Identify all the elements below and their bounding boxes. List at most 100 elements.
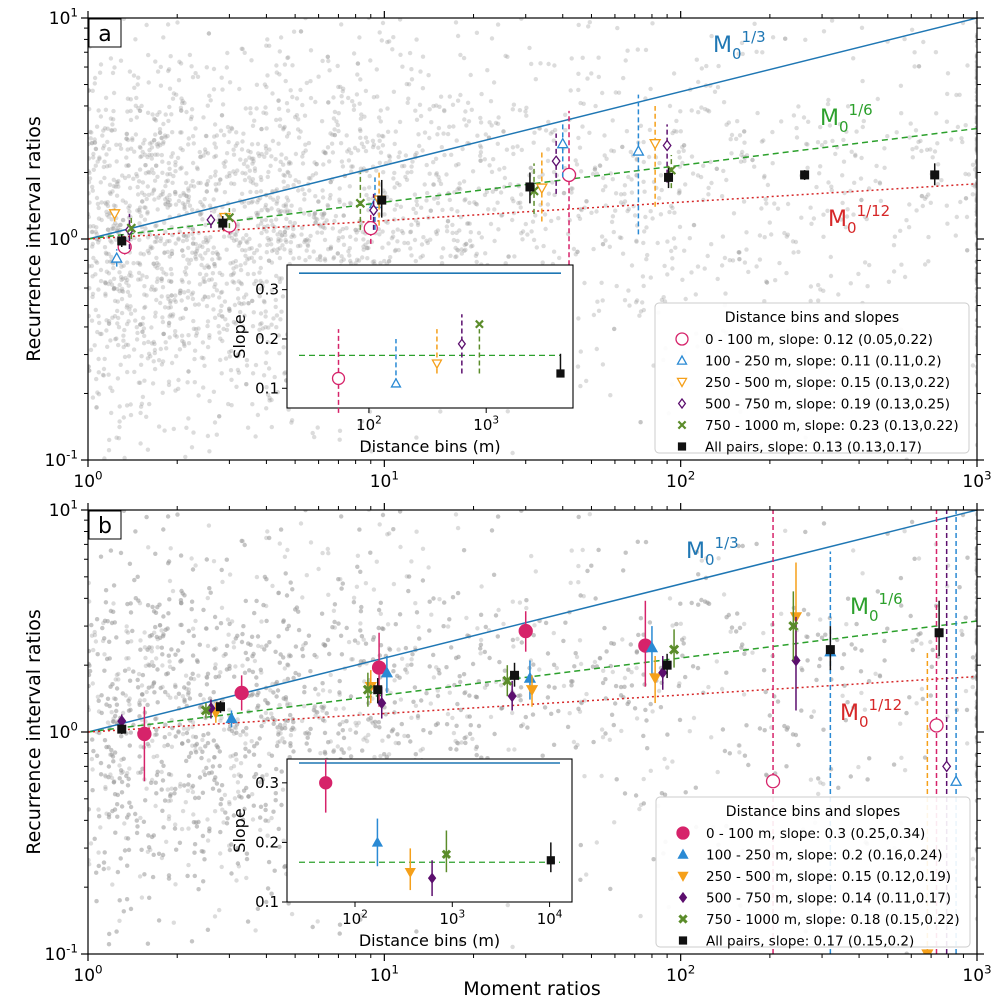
cloud-point: [242, 328, 247, 333]
cloud-point: [128, 304, 133, 309]
cloud-point: [877, 674, 883, 679]
cloud-point: [266, 859, 272, 865]
cloud-point: [211, 307, 216, 312]
cloud-point: [276, 732, 281, 737]
cloud-point: [221, 326, 226, 332]
cloud-point: [358, 423, 363, 428]
cloud-point: [552, 127, 558, 133]
cloud-point: [263, 325, 268, 330]
cloud-point: [877, 181, 883, 186]
cloud-point: [113, 696, 118, 702]
cloud-point: [945, 71, 951, 76]
cloud-point: [458, 707, 464, 713]
cloud-point: [724, 177, 729, 183]
cloud-point: [141, 341, 147, 346]
cloud-point: [250, 298, 255, 304]
cloud-point: [90, 291, 96, 297]
cloud-point: [450, 102, 456, 108]
cloud-point: [277, 72, 282, 77]
cloud-point: [340, 164, 346, 169]
cloud-point: [641, 159, 646, 165]
cloud-point: [258, 804, 264, 809]
cloud-point: [204, 240, 210, 245]
cloud-point: [755, 110, 760, 116]
cloud-point: [125, 303, 130, 308]
cloud-point: [211, 197, 216, 202]
cloud-point: [313, 220, 318, 225]
cloud-point: [656, 196, 662, 201]
cloud-point: [674, 118, 679, 124]
cloud-point: [444, 497, 448, 501]
cloud-point: [179, 277, 184, 283]
cloud-point: [499, 212, 505, 218]
cloud-point: [204, 65, 209, 70]
cloud-point: [626, 207, 631, 212]
cloud-point: [166, 653, 171, 658]
cloud-point: [208, 590, 213, 595]
cloud-point: [367, 173, 372, 179]
cloud-point: [655, 240, 660, 246]
cloud-point: [182, 204, 187, 210]
cloud-point: [145, 110, 151, 116]
cloud-point: [512, 747, 517, 752]
cloud-point: [268, 237, 274, 242]
cloud-point: [143, 171, 149, 176]
cloud-point: [735, 497, 739, 501]
cloud-point: [336, 128, 341, 134]
cloud-point: [158, 143, 163, 148]
cloud-point: [975, 5, 979, 9]
cloud-point: [196, 180, 201, 186]
cloud-point: [814, 184, 819, 190]
cloud-point: [181, 253, 186, 259]
cloud-point: [409, 955, 413, 959]
cloud-point: [380, 512, 386, 518]
cloud-point: [236, 789, 241, 794]
cloud-point: [409, 559, 414, 564]
y-tick-label: 101: [49, 5, 78, 29]
cloud-point: [365, 440, 371, 446]
cloud-point: [637, 313, 642, 318]
cloud-point: [201, 276, 206, 281]
cloud-point: [963, 171, 968, 177]
cloud-point: [106, 448, 112, 453]
cloud-point: [213, 182, 218, 187]
cloud-point: [275, 247, 280, 252]
cloud-point: [160, 285, 166, 290]
cloud-point: [951, 5, 955, 9]
cloud-point: [413, 497, 417, 501]
cloud-point: [272, 225, 277, 230]
cloud-point: [501, 129, 506, 134]
cloud-point: [188, 116, 194, 122]
cloud-point: [312, 434, 317, 440]
cloud-point: [182, 100, 187, 106]
cloud-point: [161, 632, 166, 637]
cloud-point: [250, 669, 256, 675]
cloud-point: [233, 232, 239, 238]
cloud-point: [124, 403, 130, 408]
cloud-point: [166, 323, 172, 328]
cloud-point: [463, 740, 468, 746]
legend-marker: [675, 332, 689, 346]
cloud-point: [578, 169, 584, 174]
cloud-point: [106, 281, 111, 287]
cloud-point: [236, 279, 241, 284]
cloud-point: [263, 217, 269, 223]
cloud-point: [671, 71, 677, 76]
cloud-point: [456, 654, 461, 660]
cloud-point: [241, 161, 247, 167]
cloud-point: [963, 196, 969, 201]
cloud-point: [294, 96, 300, 101]
cloud-point: [263, 802, 268, 808]
cloud-point: [160, 159, 165, 164]
cloud-point: [169, 272, 174, 277]
cloud-point: [217, 414, 222, 419]
cloud-point: [561, 638, 566, 644]
cloud-point: [260, 284, 265, 289]
cloud-point: [840, 665, 845, 671]
cloud-point: [754, 49, 759, 54]
cloud-point: [169, 112, 174, 117]
cloud-point: [248, 150, 253, 155]
cloud-point: [484, 682, 490, 687]
cloud-point: [677, 224, 683, 230]
cloud-point: [286, 198, 291, 203]
